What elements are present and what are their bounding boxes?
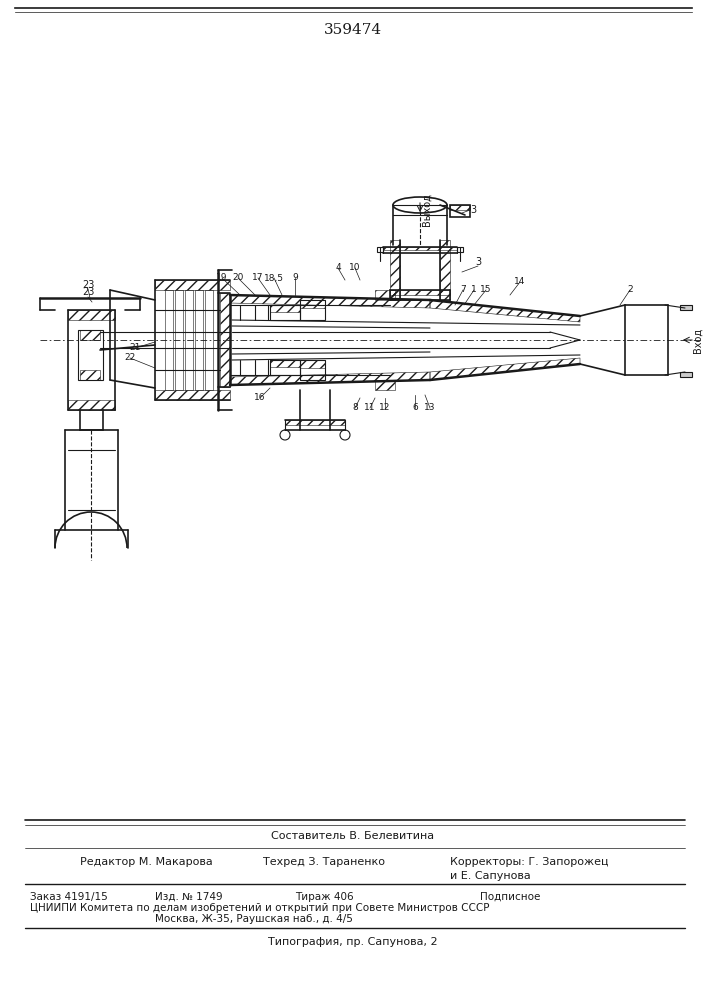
Text: 12: 12 — [380, 403, 391, 412]
Text: Подписное: Подписное — [480, 892, 540, 902]
Text: 19: 19 — [216, 273, 228, 282]
Text: 7: 7 — [460, 286, 466, 294]
Text: 4: 4 — [335, 263, 341, 272]
Text: Москва, Ж-35, Раушская наб., д. 4/5: Москва, Ж-35, Раушская наб., д. 4/5 — [155, 914, 353, 924]
Text: 359474: 359474 — [324, 23, 382, 37]
Text: 18,5: 18,5 — [264, 273, 284, 282]
Text: 23: 23 — [82, 280, 94, 290]
Text: Выход: Выход — [422, 194, 432, 226]
Text: 21: 21 — [129, 344, 141, 353]
Text: Редактор М. Макарова: Редактор М. Макарова — [80, 857, 213, 867]
Text: Заказ 4191/15: Заказ 4191/15 — [30, 892, 107, 902]
Text: 23: 23 — [82, 287, 94, 297]
Text: 6: 6 — [412, 403, 418, 412]
Bar — [270, 360, 300, 375]
Bar — [457, 247, 463, 252]
Text: 13: 13 — [424, 403, 436, 412]
Bar — [185, 290, 193, 390]
Text: 14: 14 — [514, 277, 526, 286]
Bar — [78, 330, 103, 380]
Text: ЦНИИПИ Комитета по делам изобретений и открытий при Совете Министров СССР: ЦНИИПИ Комитета по делам изобретений и о… — [30, 903, 489, 913]
Bar — [680, 305, 692, 310]
Text: 9: 9 — [292, 273, 298, 282]
Text: 15: 15 — [480, 286, 492, 294]
Text: 22: 22 — [124, 354, 136, 362]
Text: 3: 3 — [470, 205, 476, 215]
Bar — [680, 372, 692, 377]
Text: 3: 3 — [475, 257, 481, 267]
Bar — [450, 205, 470, 210]
Text: 11: 11 — [364, 403, 375, 412]
Bar — [270, 305, 300, 320]
Text: 16: 16 — [255, 393, 266, 402]
Text: Тираж 406: Тираж 406 — [295, 892, 354, 902]
Bar — [175, 290, 183, 390]
Bar — [450, 205, 470, 217]
Text: 1: 1 — [471, 286, 477, 294]
Text: 17: 17 — [252, 273, 264, 282]
Text: Типография, пр. Сапунова, 2: Типография, пр. Сапунова, 2 — [268, 937, 438, 947]
Text: Изд. № 1749: Изд. № 1749 — [155, 892, 223, 902]
Text: 20: 20 — [233, 273, 244, 282]
Text: 8: 8 — [352, 403, 358, 412]
Bar — [300, 300, 325, 320]
Text: и Е. Сапунова: и Е. Сапунова — [450, 871, 531, 881]
Text: 2: 2 — [627, 286, 633, 294]
Bar — [205, 290, 213, 390]
Text: Составитель В. Белевитина: Составитель В. Белевитина — [271, 831, 435, 841]
Text: Корректоры: Г. Запорожец: Корректоры: Г. Запорожец — [450, 857, 609, 867]
Bar — [195, 290, 203, 390]
Text: Техред З. Тараненко: Техред З. Тараненко — [263, 857, 385, 867]
Bar — [300, 360, 325, 380]
Text: 10: 10 — [349, 263, 361, 272]
Bar — [165, 290, 173, 390]
Bar — [377, 247, 383, 252]
Text: Вход: Вход — [693, 327, 703, 353]
